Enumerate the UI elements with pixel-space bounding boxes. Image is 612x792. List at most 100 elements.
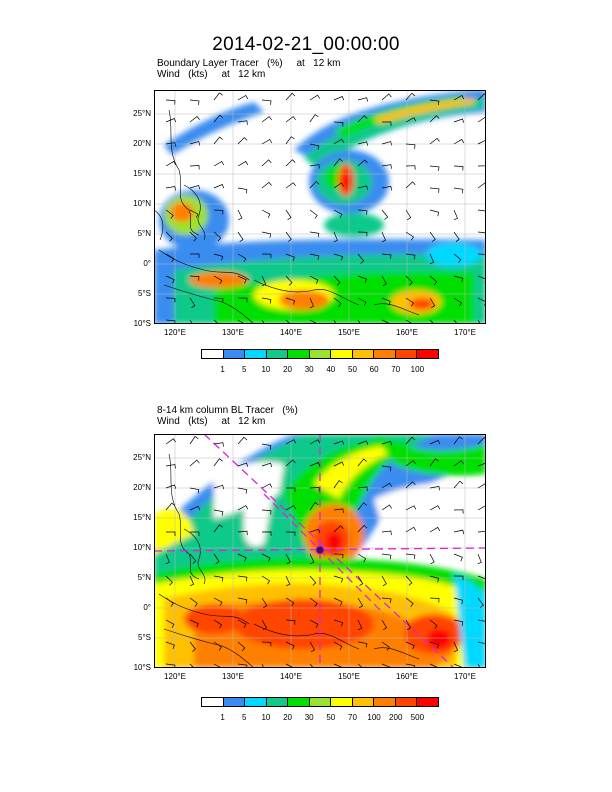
wind-barb xyxy=(213,484,225,490)
wind-barb xyxy=(309,94,321,101)
wind-barb xyxy=(405,436,416,445)
wind-barb xyxy=(357,619,363,631)
wind-barb xyxy=(405,165,416,170)
wind-barb xyxy=(165,118,177,123)
wind-barb xyxy=(285,136,295,145)
wind-barb xyxy=(381,504,392,511)
panel2-coastlines xyxy=(158,453,420,668)
colorbar-swatch xyxy=(288,698,310,706)
wind-barb xyxy=(237,505,249,511)
wind-barb xyxy=(357,231,368,237)
wind-barb xyxy=(382,121,392,126)
wind-barb xyxy=(381,164,392,169)
wind-barb xyxy=(309,553,315,565)
wind-barb xyxy=(453,118,465,123)
wind-barb xyxy=(237,231,244,242)
panel1-lat-tick: 15°N xyxy=(133,169,151,178)
wind-barb xyxy=(429,209,440,217)
panel1-lon-tick: 140°E xyxy=(280,328,302,337)
wind-barb xyxy=(453,619,464,626)
panel2-colorbar-label: 30 xyxy=(304,713,314,722)
wind-barb xyxy=(453,138,465,145)
wind-barb xyxy=(333,525,344,533)
wind-barb xyxy=(213,641,222,651)
wind-barb xyxy=(261,275,267,287)
wind-barb xyxy=(165,99,176,105)
wind-barb xyxy=(429,137,440,145)
wind-barb xyxy=(333,138,344,145)
wind-barb xyxy=(309,502,319,511)
panel2-lon-tick: 160°E xyxy=(396,672,418,681)
wind-barb xyxy=(165,575,173,586)
wind-barb xyxy=(333,121,344,127)
wind-barb xyxy=(333,319,337,324)
wind-barb xyxy=(477,437,486,445)
wind-barb xyxy=(405,575,413,586)
wind-barb xyxy=(477,597,484,608)
panel1-lat-tick: 5°S xyxy=(138,289,151,298)
wind-barb xyxy=(189,165,200,170)
wind-barb xyxy=(405,460,416,467)
wind-barb xyxy=(213,275,223,285)
wind-barb xyxy=(237,553,247,562)
wind-barb xyxy=(429,297,436,309)
wind-barb xyxy=(261,297,272,304)
panel1-lon-tick: 120°E xyxy=(164,328,186,337)
wind-barb xyxy=(453,253,462,264)
wind-barb xyxy=(453,509,464,514)
wind-barb xyxy=(237,462,249,467)
wind-barb xyxy=(309,231,320,238)
wind-barb xyxy=(333,182,344,189)
wind-barb xyxy=(285,159,296,167)
wind-barb xyxy=(309,641,316,653)
wind-barb xyxy=(309,663,314,668)
wind-barb xyxy=(429,115,440,123)
wind-barb xyxy=(261,575,271,585)
wind-barb xyxy=(405,663,416,668)
wind-barb xyxy=(357,275,367,283)
wind-barb xyxy=(237,137,248,145)
wind-barb xyxy=(333,641,343,651)
panel2-colorbar-label: 20 xyxy=(283,713,292,722)
wind-barb xyxy=(405,117,417,123)
wind-barb xyxy=(333,275,341,286)
wind-barb xyxy=(213,161,225,167)
colorbar-swatch xyxy=(374,698,396,706)
wind-barb xyxy=(189,619,199,628)
wind-barb xyxy=(333,575,344,583)
panel1-lat-tick: 25°N xyxy=(133,109,151,118)
wind-barb xyxy=(237,95,249,101)
wind-barb xyxy=(309,575,317,586)
wind-barb xyxy=(261,159,272,167)
wind-barb xyxy=(429,597,440,603)
panel2-lat-tick: 5°S xyxy=(138,633,151,642)
panel2-colorbar-label: 500 xyxy=(410,713,425,722)
wind-barb xyxy=(237,319,246,324)
wind-barb xyxy=(453,553,463,562)
panel1-lat-tick: 20°N xyxy=(133,139,151,148)
wind-barb xyxy=(261,462,273,468)
wind-barb xyxy=(261,663,265,668)
wind-barb xyxy=(381,619,388,631)
panel1-lat-tick: 10°S xyxy=(133,319,151,328)
wind-barb xyxy=(309,164,320,169)
wind-barb xyxy=(453,480,464,489)
panel2-tracer-field xyxy=(154,434,486,668)
panel1-colorbar-label: 30 xyxy=(304,365,314,374)
wind-barb xyxy=(405,181,416,189)
wind-barb xyxy=(237,575,248,582)
panel2-colorbar-label: 100 xyxy=(367,713,381,722)
wind-barb xyxy=(213,297,224,303)
wind-barb xyxy=(261,209,271,218)
wind-barb xyxy=(333,480,343,489)
wind-barb xyxy=(213,184,225,189)
wind-barb xyxy=(165,553,170,565)
wind-barb xyxy=(381,297,391,306)
wind-barb xyxy=(309,143,320,150)
wind-barb xyxy=(381,253,392,259)
wind-barb xyxy=(357,524,368,533)
wind-barb xyxy=(453,231,460,242)
wind-barb xyxy=(261,509,272,515)
panel2-colorbar xyxy=(201,697,439,707)
wind-barb xyxy=(405,526,417,533)
